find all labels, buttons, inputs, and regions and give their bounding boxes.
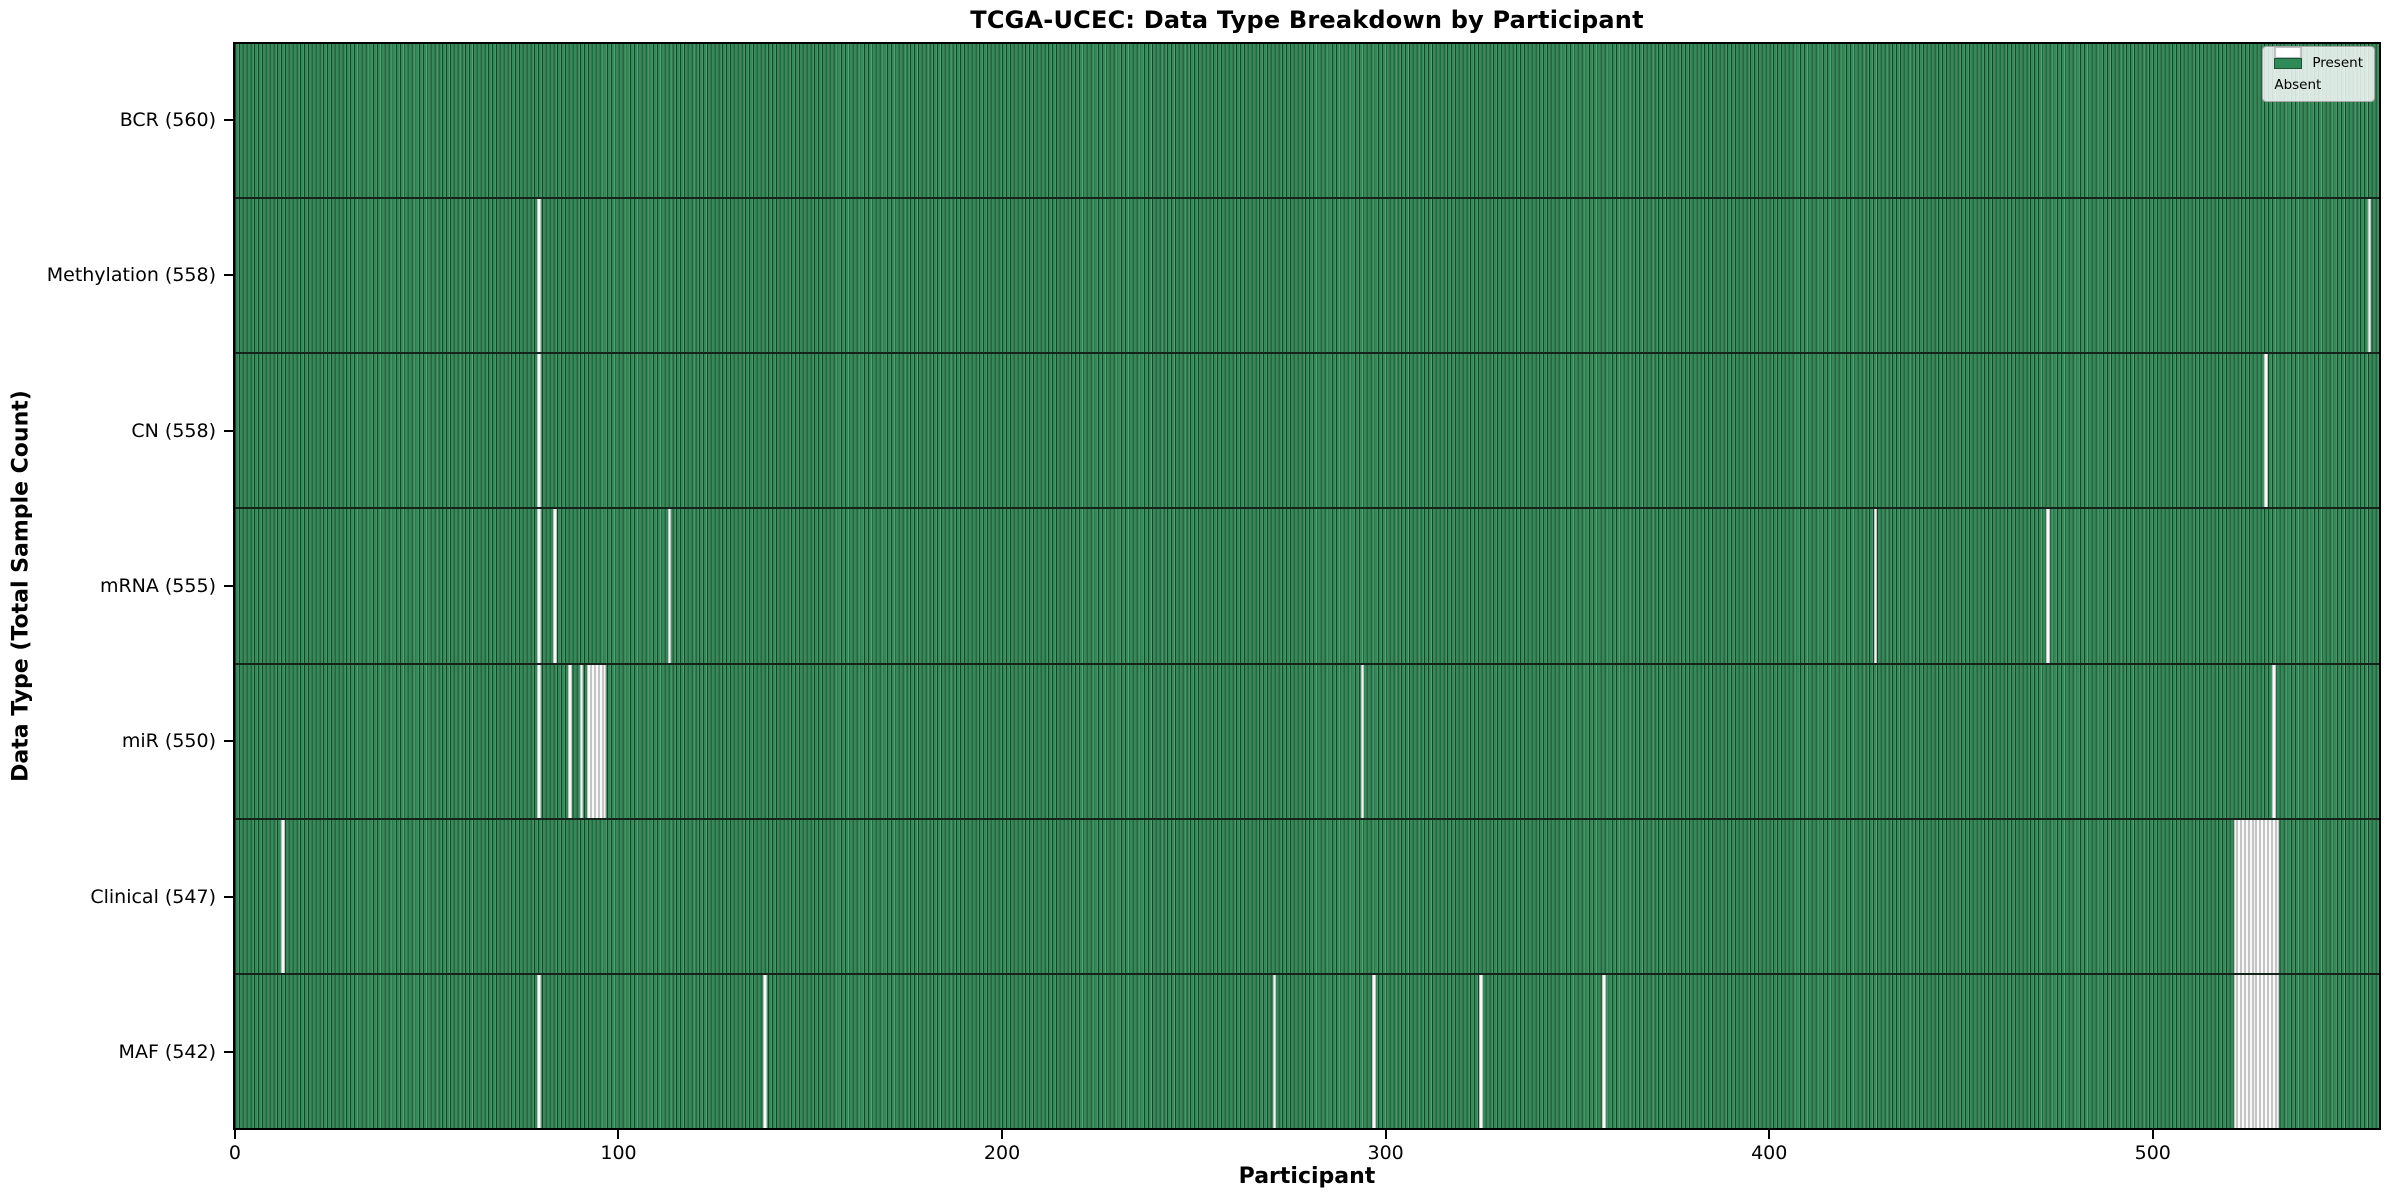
absent-stripe bbox=[2256, 974, 2261, 1128]
legend-swatch-present bbox=[2274, 57, 2303, 69]
plot-area bbox=[233, 42, 2381, 1130]
y-tick-label-methylation: Methylation (558) bbox=[46, 264, 216, 287]
x-tick-label-0: 0 bbox=[228, 1142, 241, 1164]
absent-stripe bbox=[280, 819, 285, 973]
absent-stripe bbox=[2367, 199, 2372, 353]
absent-stripe bbox=[598, 664, 603, 818]
absent-stripe bbox=[2241, 819, 2245, 973]
x-tick-label-200: 200 bbox=[983, 1142, 1021, 1164]
legend-label: Present bbox=[2312, 55, 2363, 71]
absent-stripe bbox=[2267, 819, 2272, 973]
absent-stripe bbox=[2260, 974, 2265, 1128]
absent-stripe bbox=[568, 664, 572, 818]
absent-stripe bbox=[2245, 974, 2249, 1128]
absent-stripe bbox=[552, 509, 557, 663]
y-tick-mark bbox=[224, 1051, 233, 1054]
x-tick-mark bbox=[1384, 1130, 1387, 1139]
y-tick-mark bbox=[224, 585, 233, 587]
heatmap-row-mrna bbox=[235, 507, 2379, 663]
legend-item-absent: Absent bbox=[2274, 47, 2363, 93]
x-tick-label-500: 500 bbox=[2134, 1142, 2171, 1164]
absent-stripe bbox=[2045, 509, 2050, 663]
absent-stripe bbox=[2252, 974, 2257, 1128]
y-tick-mark bbox=[224, 429, 233, 432]
y-tick-label-mrna: mRNA (555) bbox=[99, 575, 216, 597]
legend: Present Absent bbox=[2262, 46, 2375, 102]
absent-stripe bbox=[2233, 819, 2238, 973]
absent-stripe bbox=[2241, 974, 2245, 1128]
heatmap-row-bcr bbox=[235, 44, 2379, 198]
heatmap-row-clinical bbox=[235, 817, 2379, 973]
absent-stripe bbox=[537, 354, 542, 508]
x-tick-label-400: 400 bbox=[1751, 1142, 1788, 1164]
absent-stripe bbox=[2275, 974, 2280, 1128]
absent-stripe bbox=[1873, 509, 1878, 663]
legend-label: Absent bbox=[2274, 77, 2322, 93]
x-axis-label: Participant bbox=[1238, 1164, 1376, 1189]
heatmap-row-maf bbox=[235, 972, 2379, 1128]
x-tick-label-300: 300 bbox=[1367, 1142, 1404, 1164]
absent-stripe bbox=[1272, 974, 1277, 1128]
absent-stripe bbox=[537, 664, 542, 818]
absent-stripe bbox=[587, 664, 592, 818]
x-axis: 0 100 200 300 400 500 bbox=[229, 1130, 2381, 1174]
y-tick-label-mir: miR (550) bbox=[121, 730, 216, 753]
absent-stripe bbox=[1372, 974, 1376, 1128]
absent-stripe bbox=[2275, 819, 2280, 973]
y-tick-mark bbox=[224, 274, 233, 277]
absent-stripe bbox=[2271, 664, 2276, 818]
x-tick-mark bbox=[617, 1130, 620, 1139]
y-tick-label-clinical: Clinical (547) bbox=[90, 885, 216, 908]
absent-stripe bbox=[591, 664, 595, 818]
heatmap-row-mir bbox=[235, 662, 2379, 818]
absent-stripe bbox=[2264, 819, 2268, 973]
absent-stripe bbox=[537, 974, 542, 1128]
y-tick-mark bbox=[224, 895, 233, 898]
y-tick-label-cn: CN (558) bbox=[131, 419, 216, 442]
x-tick-mark bbox=[1768, 1130, 1771, 1139]
heatmap-row-cn bbox=[235, 352, 2379, 508]
absent-stripe bbox=[2264, 974, 2268, 1128]
absent-stripe bbox=[2256, 819, 2261, 973]
absent-stripe bbox=[763, 974, 768, 1128]
heatmap-row-methylation bbox=[235, 197, 2379, 353]
absent-stripe bbox=[1360, 664, 1365, 818]
x-tick-label-100: 100 bbox=[600, 1142, 637, 1164]
absent-stripe bbox=[602, 664, 607, 818]
legend-item-present: Present bbox=[2274, 55, 2363, 71]
y-tick-mark bbox=[224, 118, 233, 121]
absent-stripe bbox=[2267, 974, 2272, 1128]
absent-stripe bbox=[2264, 354, 2268, 508]
absent-stripe bbox=[2248, 819, 2253, 973]
absent-stripe bbox=[1601, 974, 1606, 1128]
y-tick-mark bbox=[224, 740, 233, 743]
absent-stripe bbox=[537, 509, 542, 663]
y-tick-label-bcr: BCR (560) bbox=[119, 108, 216, 131]
absent-stripe bbox=[1479, 974, 1484, 1128]
legend-swatch-absent bbox=[2274, 47, 2303, 58]
absent-stripe bbox=[2237, 974, 2242, 1128]
absent-stripe bbox=[2252, 819, 2257, 973]
absent-stripe bbox=[2260, 819, 2265, 973]
absent-stripe bbox=[2248, 974, 2253, 1128]
x-tick-mark bbox=[233, 1130, 236, 1139]
x-tick-mark bbox=[1001, 1130, 1004, 1139]
x-tick-mark bbox=[2151, 1130, 2154, 1139]
absent-stripe bbox=[2233, 974, 2238, 1128]
y-tick-label-maf: MAF (542) bbox=[118, 1041, 216, 1064]
chart-title: TCGA-UCEC: Data Type Breakdown by Partic… bbox=[970, 6, 1644, 34]
absent-stripe bbox=[667, 509, 672, 663]
absent-stripe bbox=[2237, 819, 2242, 973]
absent-stripe bbox=[594, 664, 599, 818]
absent-stripe bbox=[537, 199, 542, 353]
absent-stripe bbox=[2245, 819, 2249, 973]
y-axis: BCR (560) Methylation (558) CN (558) mRNA (… bbox=[0, 42, 233, 1130]
absent-stripe bbox=[2271, 974, 2276, 1128]
absent-stripe bbox=[579, 664, 584, 818]
absent-stripe bbox=[2271, 819, 2276, 973]
